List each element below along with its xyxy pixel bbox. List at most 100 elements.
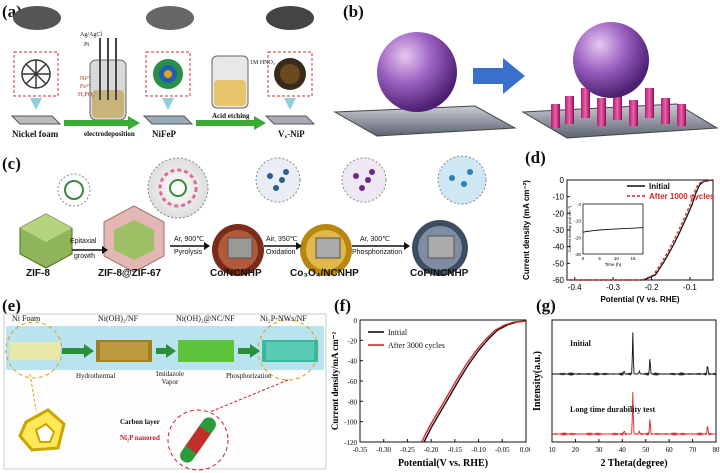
- panel-label: (b): [343, 2, 364, 21]
- series-line: [567, 179, 714, 281]
- ion-label: H₂PO₂⁻: [78, 92, 98, 98]
- material-label: ZIF-8@ZIF-67: [98, 268, 162, 279]
- panel-a-illustration: [10, 6, 316, 130]
- y-tick-label: 0: [560, 176, 565, 185]
- panel-b-illustration: [333, 22, 719, 139]
- material-label: ZIF-8: [26, 268, 50, 279]
- x-tick-label: 50: [642, 446, 650, 454]
- co-ncnhp-particle: [212, 224, 264, 276]
- arrow-label-top: Epitaxial: [70, 238, 97, 245]
- arrow-label-bottom: Pyrolysis: [174, 249, 203, 256]
- legend-label: After 1000 cycles: [649, 192, 715, 201]
- foam-slab: [10, 115, 62, 125]
- arrow-label-top: Ar, 300℃: [360, 236, 391, 243]
- x-tick-label: -0.25: [400, 446, 415, 454]
- panel-c: (c): [0, 150, 515, 288]
- xrd-pattern-line: [551, 392, 717, 437]
- inset-x-tick-label: 5: [598, 256, 601, 261]
- y-tick-label: -40: [552, 243, 564, 252]
- ion-label: Ni²⁺: [80, 76, 91, 82]
- step-label: Vₓ-NiP: [278, 129, 305, 139]
- inset-x-tick-label: 10: [614, 256, 620, 261]
- y-tick-label: -20: [348, 337, 358, 345]
- process-arrow: [64, 116, 140, 130]
- x-axis-label: 2 Theta(degree): [600, 458, 667, 469]
- arrow-label: electrodeposition: [84, 130, 135, 138]
- xrd-pattern-line: [551, 332, 717, 377]
- process-arrow: [156, 344, 176, 358]
- x-tick-label: -0.35: [353, 446, 368, 454]
- zoom-circle: [341, 157, 387, 203]
- x-tick-label: 60: [666, 446, 674, 454]
- arrow-label: Imidazole Vapor: [156, 370, 184, 386]
- x-axis-label: Potential (V vs. RHE): [600, 295, 679, 304]
- y-tick-label: -30: [552, 226, 564, 235]
- material-label: Co₃O₄/NCNHP: [290, 268, 359, 279]
- y-tick-label: -100: [344, 419, 357, 427]
- arrow-label-bottom: Phosphorization: [352, 249, 403, 256]
- material-label: Co/NCNHP: [210, 268, 262, 279]
- chart-f: -0.35 -0.30 -0.25 -0.20 -0.15 -0.10 -0.05 0.00 0…: [330, 317, 530, 469]
- gas-bubble: [573, 22, 649, 98]
- y-tick-label: -80: [348, 398, 358, 406]
- panel-label: (d): [525, 148, 546, 167]
- co3o4-ncnhp-particle: [300, 224, 352, 276]
- x-tick-label: -0.3: [606, 283, 620, 292]
- x-tick-label: 0.00: [520, 446, 530, 454]
- y-tick-label: -50: [552, 259, 564, 268]
- panel-c-illustration: [19, 155, 487, 276]
- x-tick-label: -0.2: [645, 283, 659, 292]
- series-line: [421, 320, 527, 443]
- y-tick-label: -60: [552, 276, 564, 285]
- x-tick-label: -0.4: [568, 283, 582, 292]
- zoom-circle: [255, 157, 301, 203]
- sem-image-oval: [266, 6, 314, 30]
- panel-f: (f) -0.35 -0.30 -0.25 -0.20 -0.15 -0.10 -0.05 0…: [330, 296, 530, 473]
- zoom-circle: [437, 155, 487, 205]
- inset-x-tick-label: 15: [630, 256, 636, 261]
- inset-y-tick-label: -10: [574, 219, 581, 224]
- step-label: Nickel foam: [12, 129, 59, 139]
- foam-slab: [264, 115, 316, 125]
- process-arrow: [196, 116, 266, 130]
- legend-label: Ni₂P nanorod: [120, 434, 160, 442]
- arrow-label: Phosphorization: [226, 372, 272, 380]
- x-tick-label: -0.10: [471, 446, 486, 454]
- inset-y-label: Current density (mA cm⁻²): [567, 205, 572, 252]
- transition-arrow: [473, 58, 525, 94]
- zoom-circle: [147, 157, 209, 219]
- inset-y-tick-label: -30: [574, 252, 581, 257]
- panel-g: (g) 10 20 30 40 50 60 70 80 2 Theta(degree) Inten…: [530, 296, 720, 473]
- sem-image-oval: [13, 6, 61, 30]
- x-axis-label: Potential(V vs. RHE): [398, 458, 488, 469]
- ion-label: Fe³⁺: [80, 84, 91, 90]
- y-tick-label: 0: [354, 317, 358, 325]
- stage-ni-foam: [10, 342, 60, 360]
- nifep-nanosheets: [153, 59, 183, 89]
- stage-label: Ni₂P-NWs/NF: [260, 314, 307, 323]
- legend-label: Initial: [388, 328, 408, 337]
- x-tick-label: 40: [619, 446, 627, 454]
- panel-label: (e): [2, 296, 21, 315]
- panel-label: (c): [2, 154, 21, 173]
- panel-label: (g): [536, 296, 556, 315]
- x-tick-label: 10: [549, 446, 557, 454]
- legend-label: After 3000 cycles: [388, 341, 445, 350]
- y-tick-label: -20: [552, 209, 564, 218]
- arrow-label: Acid etching: [212, 112, 250, 120]
- inset-y-tick-label: 0: [578, 202, 581, 207]
- ni-foam-skeleton: [18, 408, 66, 452]
- legend-label: Initial: [649, 182, 670, 191]
- zoom-circle: [57, 173, 91, 207]
- panel-label: (f): [334, 296, 351, 315]
- arrow-label: Hydrothermal: [76, 372, 116, 380]
- x-tick-label: 80: [713, 446, 720, 454]
- cop-ncnhp-particle: [412, 220, 468, 276]
- process-arrow: [62, 344, 94, 358]
- panel-e: (e) Ni Foam Ni(OH)₂/NF Ni(OH)₂@NC/N: [0, 296, 330, 473]
- nanopillar-array: [551, 88, 686, 128]
- stage-label: Ni Foam: [12, 314, 41, 323]
- x-tick-label: -0.20: [424, 446, 439, 454]
- gas-bubble: [377, 32, 457, 112]
- foam-slab: [142, 115, 194, 125]
